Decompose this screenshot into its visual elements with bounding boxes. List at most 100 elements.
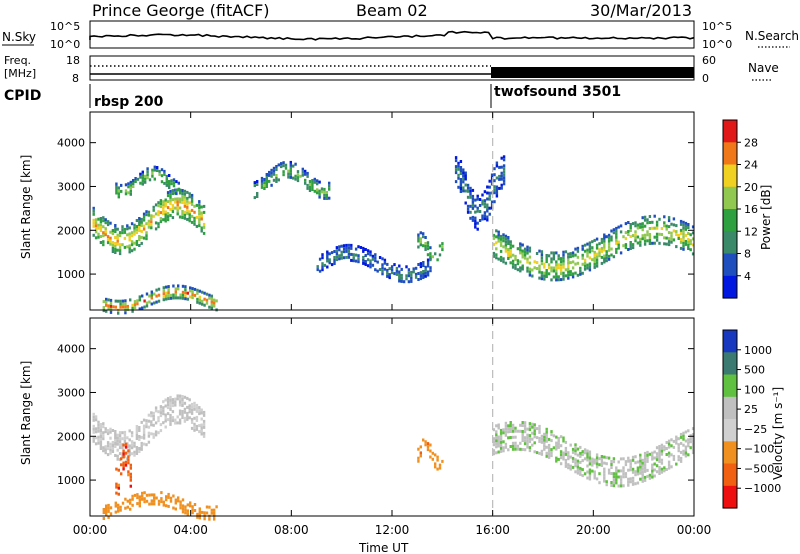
- echo-cell: [629, 459, 632, 463]
- echo-cell: [371, 257, 375, 261]
- echo-cell: [342, 247, 346, 251]
- echo-cell: [92, 418, 95, 422]
- echo-cell: [157, 293, 161, 297]
- echo-cell: [198, 516, 201, 520]
- echo-cell: [583, 261, 587, 265]
- echo-cell: [94, 430, 98, 434]
- echo-cell: [509, 243, 512, 247]
- echo-cell: [576, 471, 580, 475]
- echo-cell: [622, 457, 625, 461]
- echo-cell: [677, 458, 680, 462]
- echo-cell: [118, 246, 122, 250]
- cpid-label: CPID: [4, 88, 41, 104]
- echo-cell: [135, 428, 139, 431]
- echo-cell: [190, 402, 194, 406]
- echo-cell: [507, 427, 510, 431]
- echo-cell: [130, 452, 134, 456]
- echo-cell: [357, 260, 360, 264]
- echo-cell: [603, 245, 606, 249]
- echo-cell: [605, 480, 608, 484]
- echo-cell: [179, 506, 182, 510]
- echo-cell: [617, 469, 620, 473]
- echo-cell: [195, 409, 199, 413]
- echo-cell: [600, 246, 604, 250]
- echo-cell: [124, 305, 127, 309]
- echo-cell: [202, 225, 206, 229]
- echo-cell: [123, 227, 127, 231]
- echo-cell: [419, 445, 422, 449]
- echo-cell: [414, 275, 418, 279]
- echo-cell: [132, 185, 135, 188]
- echo-cell: [160, 491, 163, 495]
- echo-cell: [591, 469, 594, 473]
- echo-cell: [422, 273, 425, 276]
- echo-cell: [321, 253, 324, 257]
- echo-cell: [670, 234, 673, 238]
- echo-cell: [122, 461, 125, 465]
- echo-cell: [178, 394, 182, 398]
- echo-cell: [134, 180, 137, 183]
- echo-cell: [203, 511, 206, 515]
- echo-cell: [159, 411, 163, 415]
- echo-cell: [323, 190, 326, 194]
- echo-cell: [160, 180, 164, 184]
- echo-cell: [424, 443, 427, 447]
- echo-cell: [684, 224, 688, 228]
- echo-cell: [583, 472, 587, 476]
- echo-cell: [499, 434, 503, 438]
- echo-cell: [540, 274, 544, 278]
- echo-cell: [481, 217, 484, 221]
- echo-cell: [130, 243, 134, 247]
- echo-cell: [150, 411, 153, 415]
- echo-cell: [417, 233, 420, 237]
- freq-label-bottom: [MHz]: [4, 67, 36, 80]
- echo-cell: [538, 439, 541, 443]
- echo-cell: [502, 173, 506, 177]
- echo-cell: [102, 231, 105, 235]
- echo-cell: [169, 195, 172, 199]
- echo-cell: [128, 429, 131, 433]
- echo-cell: [175, 180, 178, 184]
- echo-cell: [165, 177, 168, 181]
- echo-cell: [142, 424, 146, 428]
- echo-cell: [162, 400, 165, 404]
- echo-cell: [109, 451, 112, 455]
- echo-cell: [571, 266, 575, 270]
- echo-cell: [655, 220, 659, 224]
- echo-cell: [393, 272, 396, 276]
- echo-cell: [612, 231, 616, 235]
- echo-cell: [488, 212, 491, 216]
- echo-cell: [684, 451, 688, 455]
- echo-cell: [687, 226, 690, 229]
- echo-cell: [488, 194, 491, 198]
- echo-cell: [595, 477, 599, 481]
- echo-cell: [459, 160, 463, 163]
- echo-cell: [92, 427, 95, 431]
- echo-cell: [538, 430, 541, 434]
- echo-cell: [462, 177, 465, 181]
- echo-cell: [135, 452, 139, 455]
- echo-cell: [152, 208, 155, 212]
- echo-cell: [130, 240, 134, 244]
- echo-cell: [641, 464, 644, 468]
- echo-cell: [148, 294, 151, 298]
- echo-cell: [111, 450, 115, 453]
- echo-cell: [159, 199, 163, 203]
- echo-cell: [639, 477, 642, 481]
- echo-cell: [504, 261, 508, 265]
- echo-cell: [138, 217, 141, 220]
- echo-cell: [133, 303, 137, 307]
- echo-cell: [507, 254, 510, 257]
- echo-cell: [326, 256, 329, 260]
- echo-cell: [148, 502, 151, 506]
- echo-cell: [610, 463, 613, 466]
- echo-cell: [550, 451, 553, 455]
- echo-cell: [658, 241, 661, 245]
- echo-cell: [555, 260, 558, 264]
- echo-cell: [133, 247, 136, 251]
- echo-cell: [193, 293, 197, 297]
- echo-cell: [166, 191, 170, 195]
- echo-cell: [136, 299, 139, 303]
- echo-cell: [374, 259, 377, 263]
